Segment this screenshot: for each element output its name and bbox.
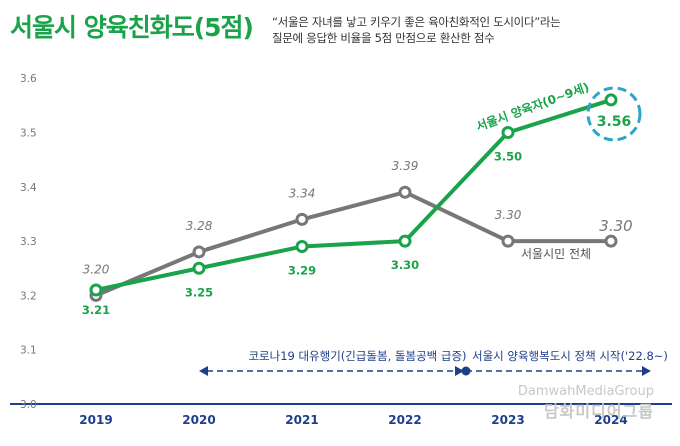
x-tick-label: 2023 — [491, 413, 524, 427]
arrowhead-policy — [642, 366, 651, 376]
y-tick-label: 3.4 — [20, 182, 37, 194]
y-tick-label: 3.0 — [20, 399, 37, 411]
chart-subtitle: “서울은 자녀를 낳고 키우기 좋은 육아친화적인 도시이다”라는 질문에 응답… — [272, 14, 672, 46]
annotation-covid-label: 코로나19 대유행기(긴급돌봄, 돌봄공백 급증) — [248, 349, 466, 363]
y-tick-label: 3.3 — [20, 236, 37, 248]
data-label-all-citizens: 3.20 — [83, 262, 110, 276]
annotation-policy-label: 서울시 양육행복도시 정책 시작('22.8~) — [472, 349, 668, 363]
watermark-line-1: DamwahMediaGroup — [517, 384, 654, 399]
series-line-parents — [95, 98, 612, 292]
watermark-line-2: 담화미디어그룹 — [543, 402, 654, 421]
point-parents — [501, 126, 515, 139]
y-tick-label: 3.1 — [20, 345, 37, 357]
point-all-citizens — [295, 212, 309, 226]
series-line-all-citizens — [95, 190, 611, 298]
arrowhead-left — [199, 366, 208, 376]
point-all-citizens — [501, 234, 515, 248]
x-tick-label: 2021 — [285, 413, 318, 427]
highlight-circle-2024 — [586, 86, 642, 142]
x-tick-label: 2020 — [182, 413, 215, 427]
watermark: DamwahMediaGroup 담화미디어그룹 — [518, 382, 654, 422]
subtitle-line-2: 질문에 응답한 비율을 5점 만점으로 환산한 점수 — [272, 31, 495, 45]
data-label-parents: 3.30 — [391, 258, 419, 272]
point-all-citizens — [192, 245, 206, 259]
point-parents — [295, 240, 309, 254]
data-label-all-citizens: 3.30 — [495, 208, 522, 222]
data-label-all-citizens: 3.30 — [599, 217, 632, 235]
chart-title: 서울시 양육친화도(5점) — [10, 13, 254, 42]
data-label-parents: 3.21 — [82, 303, 110, 317]
y-tick-label: 3.2 — [20, 290, 37, 302]
x-tick-label: 2022 — [388, 413, 421, 427]
point-parents — [604, 93, 618, 107]
point-parents — [192, 261, 206, 275]
data-label-parents: 3.25 — [185, 285, 213, 299]
data-label-parents: 3.29 — [288, 264, 316, 278]
data-label-parents: 3.50 — [494, 150, 522, 164]
data-label-all-citizens: 3.39 — [392, 159, 419, 173]
point-parents — [398, 234, 412, 248]
subtitle-line-1: “서울은 자녀를 낳고 키우기 좋은 육아친화적인 도시이다”라는 — [272, 15, 561, 29]
point-parents — [89, 283, 103, 297]
point-all-citizens — [604, 234, 618, 248]
data-label-all-citizens: 3.28 — [186, 219, 213, 233]
y-tick-label: 3.6 — [20, 73, 37, 85]
x-tick-label: 2019 — [79, 413, 112, 427]
y-tick-label: 3.5 — [20, 128, 37, 140]
arrowhead-right — [455, 366, 464, 376]
point-all-citizens — [398, 185, 412, 199]
series-label-all-citizens: 서울시민 전체 — [521, 247, 591, 261]
data-label-parents: 3.56 — [597, 114, 632, 130]
x-tick-label: 2024 — [594, 413, 627, 427]
data-label-all-citizens: 3.34 — [289, 186, 316, 200]
